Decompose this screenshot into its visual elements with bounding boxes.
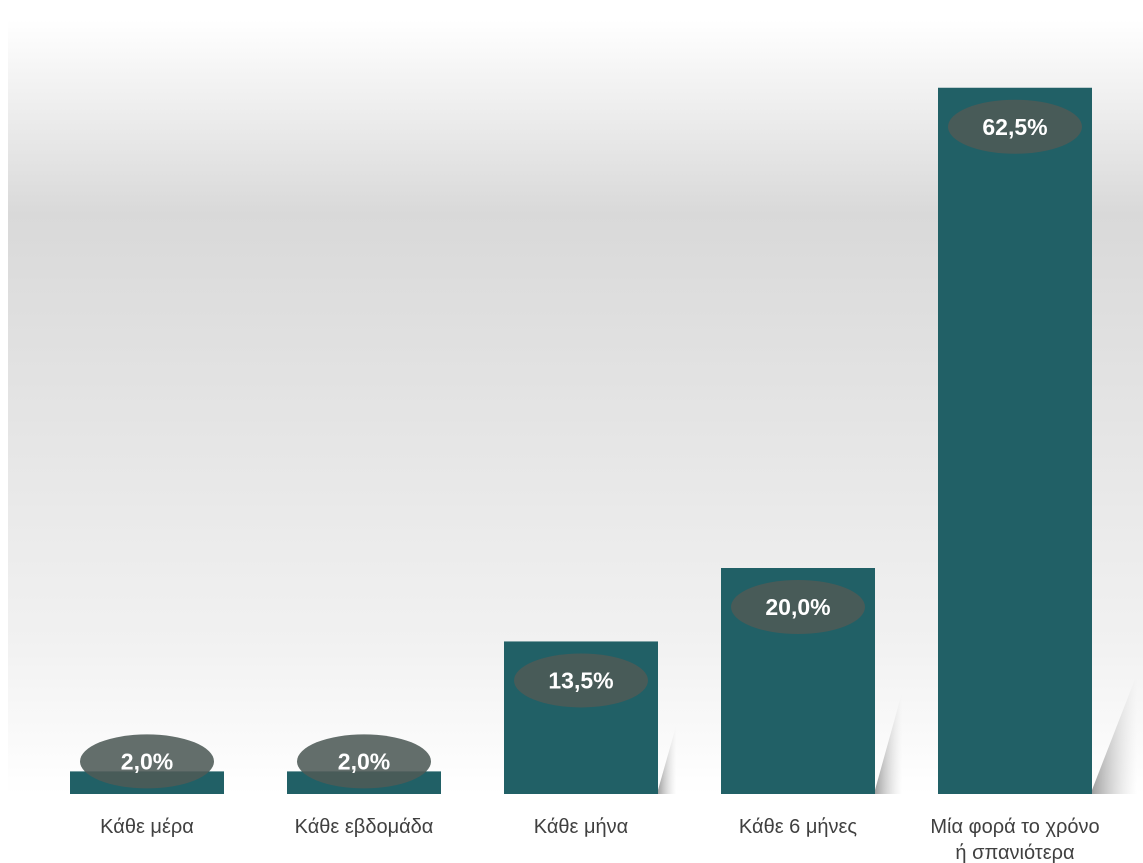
data-label: 2,0% — [297, 734, 431, 789]
data-label-text: 2,0% — [338, 748, 390, 774]
tick-label: Κάθε μήνα — [534, 816, 628, 838]
tick-label-line: Κάθε εβδομάδα — [295, 816, 434, 838]
bar-shadow — [875, 692, 903, 794]
tick-label: Κάθε μέρα — [100, 816, 194, 838]
bar-shadow — [658, 725, 677, 794]
tick-label-line: Μία φορά το χρόνο — [930, 816, 1099, 838]
tick-label: Μία φορά το χρόνο ή σπανιότερα — [930, 816, 1099, 863]
data-label-ellipse — [948, 99, 1082, 154]
data-label: 2,0% — [80, 734, 214, 789]
data-label-ellipse — [514, 653, 648, 708]
data-label-text: 13,5% — [548, 667, 613, 693]
data-label-ellipse — [80, 734, 214, 789]
tick-label-line: Κάθε μήνα — [534, 816, 628, 838]
bar — [938, 87, 1092, 794]
data-label: 20,0% — [731, 580, 865, 634]
bar-shadow — [1092, 674, 1137, 794]
data-label-text: 20,0% — [765, 594, 830, 620]
data-label-text: 62,5% — [982, 114, 1047, 140]
bar-shadows — [658, 674, 1137, 794]
tick-label-line: Κάθε 6 μήνες — [739, 816, 857, 838]
tick-label: Κάθε 6 μήνες — [739, 816, 857, 838]
data-label: 62,5% — [948, 99, 1082, 154]
category-tick-labels: Κάθε μέρα Κάθε εβδομάδα Κάθε μήνα Κάθε 6 μή… — [100, 816, 1099, 863]
data-labels: 2,0% 2,0% 13,5% 20,0% 62,5% — [80, 99, 1082, 789]
data-label-text: 2,0% — [121, 748, 173, 774]
data-label-ellipse — [297, 734, 431, 789]
data-label-ellipse — [731, 580, 865, 634]
data-label: 13,5% — [514, 653, 648, 708]
tick-label-line: ή σπανιότερα — [955, 842, 1074, 863]
tick-label-line: Κάθε μέρα — [100, 816, 194, 838]
tick-label: Κάθε εβδομάδα — [295, 816, 434, 838]
